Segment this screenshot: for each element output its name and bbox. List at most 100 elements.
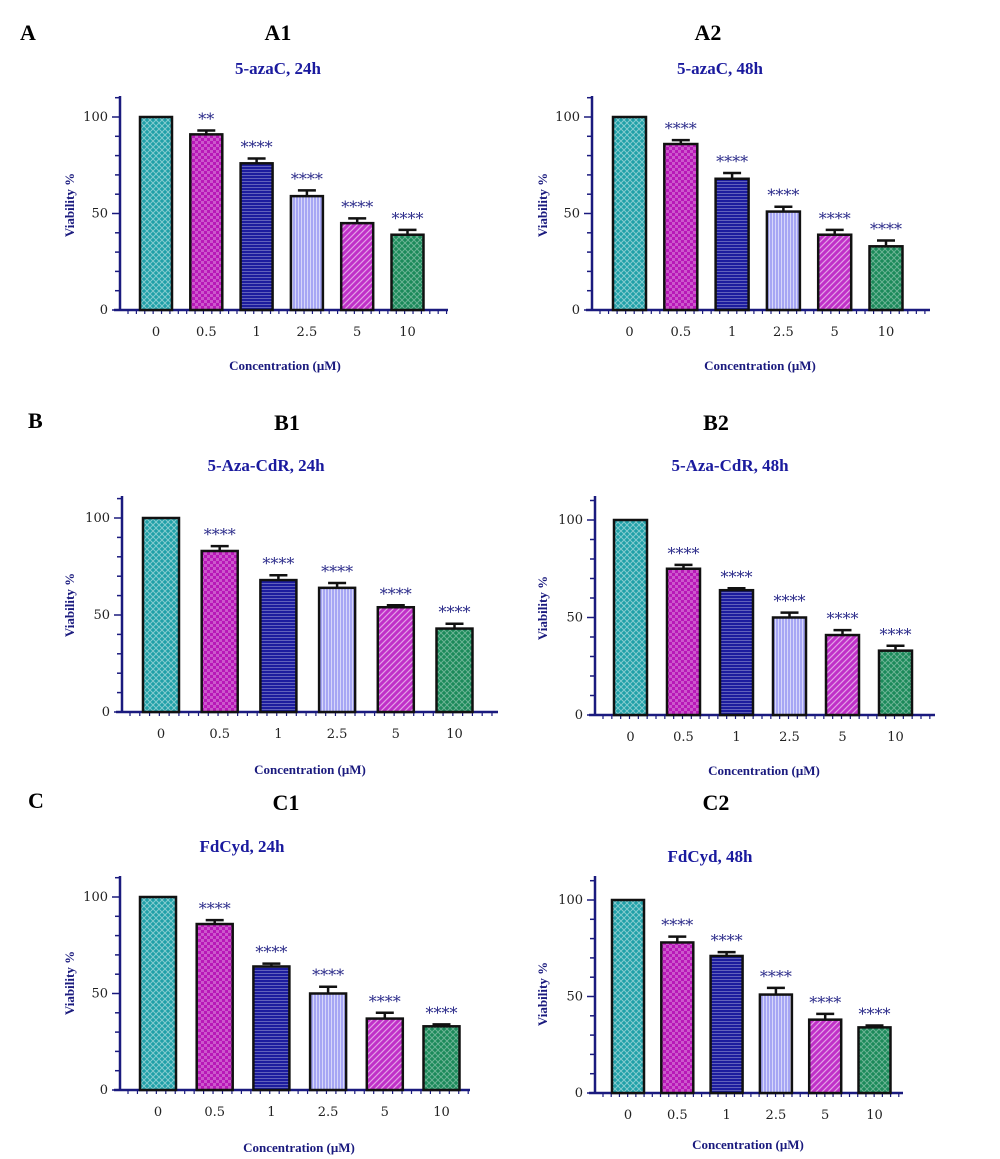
significance-label: **** [767,186,799,205]
bar-0 [611,115,648,312]
y-tick-label: 100 [558,893,583,908]
x-tick-label: 1 [728,325,736,340]
panel-b2: B2 5-Aza-CdR, 48h 0 50 100 0 **** 0.5 **** 1 ***… [535,410,935,778]
significance-label: **** [870,220,902,239]
significance-label: **** [199,899,231,918]
x-tick-label: 5 [821,1108,829,1123]
significance-label: **** [204,525,236,544]
significance-label: **** [716,152,748,171]
chart-plot: 0 50 100 0 **** 0.5 **** 1 **** 2.5 **** 5 **** 10 [555,96,930,340]
significance-label: **** [255,943,287,962]
significance-label: **** [819,209,851,228]
x-tick-label: 1 [252,325,260,340]
x-tick-label: 5 [838,730,846,745]
x-tick-label: 2.5 [766,1108,787,1123]
panel-label: A1 [265,20,292,45]
significance-label: **** [291,169,323,188]
bar-1 [252,965,291,1092]
bar-0-5 [189,133,224,312]
chart-plot: 0 50 100 0 **** 0.5 **** 1 **** 2.5 **** 5 **** 10 [83,876,470,1120]
panel-label: C1 [273,790,300,815]
significance-label: **** [262,554,294,573]
chart-plot: 0 50 100 0 ** 0.5 **** 1 **** 2.5 **** 5 **** 10 [83,96,448,340]
significance-label: **** [721,567,753,586]
y-tick-label: 50 [91,987,108,1002]
x-tick-label: 0.5 [204,1105,225,1120]
significance-label: **** [665,119,697,138]
x-tick-label: 0 [625,325,633,340]
significance-label: **** [439,603,471,622]
y-axis-title: Viability % [62,573,77,637]
panel-a2: A2 5-azaC, 48h 0 50 100 0 **** 0.5 **** 1 **** 2.… [535,20,930,373]
bar-0-5 [663,142,699,312]
y-axis-title: Viability % [535,576,550,640]
x-axis-title: Concentration (μM) [692,1137,804,1152]
bar-2-5 [317,586,357,714]
x-axis-title: Concentration (μM) [229,358,341,373]
x-tick-label: 2.5 [318,1105,339,1120]
x-tick-label: 10 [866,1108,883,1123]
bar-2-5 [771,616,808,717]
panel-c2: C2 FdCyd, 48h 0 50 100 0 **** 0.5 **** 1 **** 2.5… [535,790,903,1152]
x-tick-label: 10 [433,1105,450,1120]
panel-b1: B1 5-Aza-CdR, 24h 0 50 100 0 **** 0.5 **** 1 ***… [62,410,498,777]
panel-a1: A1 5-azaC, 24h 0 50 100 0 ** 0.5 **** 1 **** 2.5 *… [62,20,448,373]
x-tick-label: 5 [381,1105,389,1120]
y-tick-label: 0 [575,708,583,723]
significance-label: **** [369,992,401,1011]
x-tick-label: 0.5 [670,325,691,340]
y-tick-label: 50 [566,990,583,1005]
x-axis-title: Concentration (μM) [243,1140,355,1155]
x-tick-label: 5 [353,325,361,340]
x-tick-label: 0 [626,730,634,745]
significance-label: **** [859,1004,891,1023]
x-tick-label: 10 [878,325,895,340]
x-tick-label: 2.5 [327,727,348,742]
bar-0 [138,115,174,312]
row-label-c: C [28,788,44,813]
chart-title: 5-azaC, 48h [677,59,763,78]
bar-10 [390,233,425,312]
x-tick-label: 1 [722,1108,730,1123]
bar-1 [718,588,755,717]
bar-0-5 [660,941,695,1095]
y-tick-label: 0 [100,1083,108,1098]
y-tick-label: 0 [102,705,110,720]
significance-label: ** [198,110,214,129]
x-tick-label: 0.5 [667,1108,688,1123]
y-tick-label: 50 [91,207,108,222]
x-axis-title: Concentration (μM) [254,762,366,777]
significance-label: **** [711,931,743,950]
y-tick-label: 100 [85,511,110,526]
bar-2-5 [765,210,802,312]
chart-title: 5-Aza-CdR, 48h [671,456,789,475]
bar-2-5 [758,993,794,1095]
panel-label: B1 [274,410,300,435]
bar-0 [610,898,646,1095]
x-tick-label: 1 [267,1105,275,1120]
x-tick-label: 1 [274,727,282,742]
panel-label: A2 [695,20,722,45]
y-tick-label: 50 [563,207,580,222]
bar-1 [259,578,298,714]
significance-label: **** [321,562,353,581]
x-tick-label: 10 [887,730,904,745]
bar-1 [239,162,274,312]
bar-5 [807,1018,843,1095]
significance-label: **** [880,625,912,644]
panel-c1: C1 FdCyd, 24h 0 50 100 0 **** 0.5 **** 1 **** 2.5… [62,790,470,1155]
x-tick-label: 0 [624,1108,632,1123]
x-tick-label: 2.5 [297,325,318,340]
significance-label: **** [341,197,373,216]
bar-10 [857,1026,892,1095]
x-axis-title: Concentration (μM) [708,763,820,778]
x-axis-title: Concentration (μM) [704,358,816,373]
significance-label: **** [809,993,841,1012]
x-tick-label: 2.5 [773,325,794,340]
y-tick-label: 50 [566,611,583,626]
panel-label: B2 [703,410,729,435]
y-tick-label: 100 [83,890,108,905]
y-tick-label: 0 [572,303,580,318]
x-tick-label: 0 [154,1105,162,1120]
bar-10 [877,649,914,717]
